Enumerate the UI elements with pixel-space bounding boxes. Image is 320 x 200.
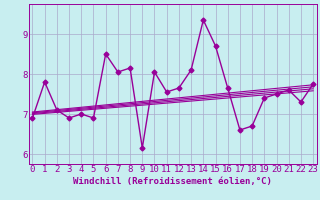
X-axis label: Windchill (Refroidissement éolien,°C): Windchill (Refroidissement éolien,°C)	[73, 177, 272, 186]
